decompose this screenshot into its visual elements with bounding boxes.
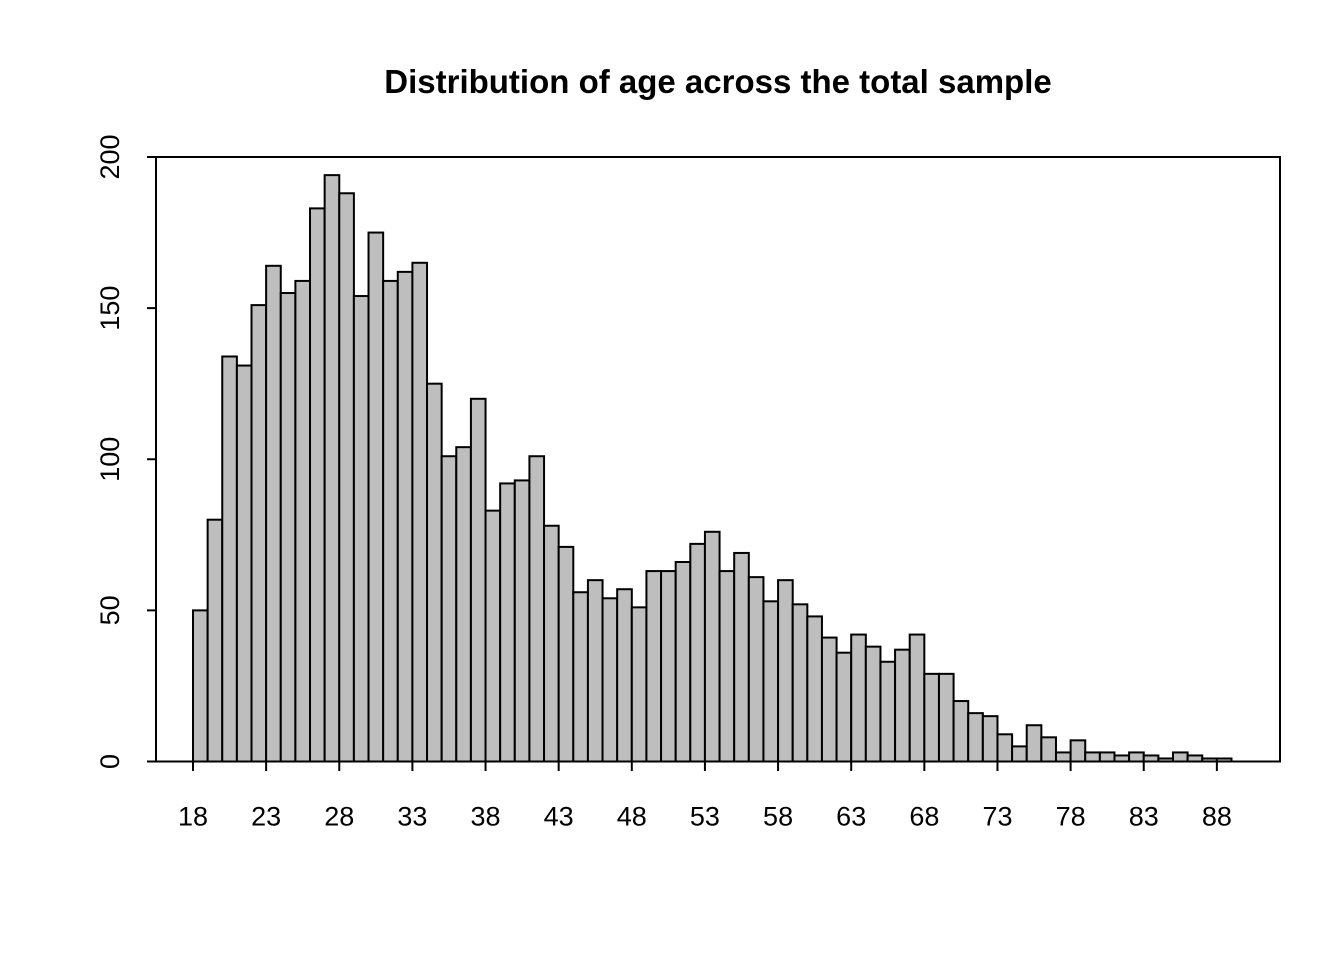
x-axis-tick-label: 38	[471, 802, 501, 832]
histogram-bar	[908, 633, 926, 763]
histogram-bar	[937, 672, 955, 763]
histogram-bar	[528, 455, 546, 763]
histogram-bar	[572, 591, 589, 763]
histogram-bar	[879, 660, 897, 763]
histogram-bar	[411, 261, 429, 763]
histogram-bar	[864, 645, 882, 763]
bars-group	[192, 174, 1233, 763]
x-axis-tick-label: 63	[836, 802, 866, 832]
y-axis-tick-label: 200	[95, 134, 125, 179]
x-axis-tick-label: 68	[909, 802, 939, 832]
axes-group: 0 50 100 150 200 18 23 28 33 38 43 48 53 58 63 68 73 78 83…	[95, 134, 1281, 832]
histogram-bar	[835, 651, 853, 763]
histogram-bar	[981, 715, 999, 763]
chart-title: Distribution of age across the total sam…	[384, 63, 1051, 100]
histogram-bar	[1069, 739, 1087, 763]
histogram-bar	[484, 509, 502, 763]
histogram-bar	[996, 733, 1014, 763]
histogram-bar	[265, 264, 282, 763]
histogram-bar	[894, 648, 911, 763]
histogram-bar	[323, 174, 341, 763]
histogram-bar	[645, 570, 663, 763]
x-axis-tick-label: 43	[544, 802, 574, 832]
x-axis-tick-label: 78	[1056, 802, 1086, 832]
x-axis-tick-label: 23	[251, 802, 281, 832]
histogram-bar	[499, 482, 516, 763]
histogram-bar	[1084, 751, 1101, 763]
histogram-bar	[543, 524, 560, 763]
histogram-bar	[221, 355, 238, 763]
histogram-bar	[616, 588, 633, 763]
y-axis-tick-label: 100	[95, 437, 125, 482]
histogram-bar	[426, 382, 443, 763]
histogram-bar	[440, 455, 458, 763]
histogram-bar	[1025, 724, 1043, 763]
x-axis-tick-label: 18	[178, 802, 208, 832]
histogram-bar	[923, 672, 940, 763]
histogram-bar	[396, 270, 414, 763]
histogram-bar	[967, 712, 984, 763]
histogram-bar	[586, 579, 604, 763]
histogram-bar	[689, 542, 706, 763]
histogram-bar	[733, 551, 750, 763]
histogram-bar	[352, 295, 370, 763]
x-axis-tick-label: 88	[1202, 802, 1232, 832]
histogram-bar	[1011, 745, 1028, 763]
x-axis-tick-label: 83	[1129, 802, 1159, 832]
histogram-bar	[513, 479, 531, 763]
histogram-bar	[660, 570, 677, 763]
x-axis-tick-label: 53	[690, 802, 720, 832]
histogram-bar	[806, 615, 823, 763]
histogram-bar	[1128, 751, 1145, 763]
histogram-bar	[1171, 751, 1189, 763]
histogram-bar	[294, 279, 312, 763]
histogram-bar	[382, 279, 399, 763]
histogram-bar	[601, 597, 619, 763]
x-axis-tick-label: 33	[397, 802, 427, 832]
histogram-bar	[718, 570, 736, 763]
histogram-bar	[206, 518, 224, 763]
histogram-bar	[762, 600, 780, 763]
histogram-bar	[455, 446, 472, 763]
histogram-bar	[820, 636, 838, 763]
histogram-bar	[1098, 751, 1116, 763]
histogram-bar	[367, 231, 385, 763]
y-axis-tick-label: 0	[95, 754, 125, 769]
x-axis-tick-label: 48	[617, 802, 647, 832]
histogram-bar	[777, 579, 794, 763]
x-axis-tick-label: 28	[324, 802, 354, 832]
histogram-bar	[1040, 736, 1057, 763]
histogram-bar	[703, 530, 721, 763]
y-axis-tick-label: 150	[95, 286, 125, 331]
histogram-bar	[747, 576, 765, 763]
x-axis-tick-label: 58	[763, 802, 793, 832]
histogram-bar	[630, 606, 648, 763]
histogram-bar	[1054, 751, 1072, 763]
histogram-bar	[279, 292, 297, 763]
histogram-bar	[309, 207, 326, 763]
histogram-bar	[557, 545, 575, 763]
histogram-bar	[250, 304, 268, 763]
histogram-bar	[235, 364, 253, 763]
histogram-bar	[791, 603, 809, 763]
histogram-bar	[192, 609, 209, 763]
histogram-bar	[674, 561, 692, 763]
y-axis-tick-label: 50	[95, 595, 125, 625]
x-axis-tick-label: 73	[982, 802, 1012, 832]
histogram-bar	[952, 700, 970, 763]
histogram-bar	[338, 192, 355, 763]
histogram-bar	[469, 397, 487, 763]
histogram-bar	[850, 633, 867, 763]
